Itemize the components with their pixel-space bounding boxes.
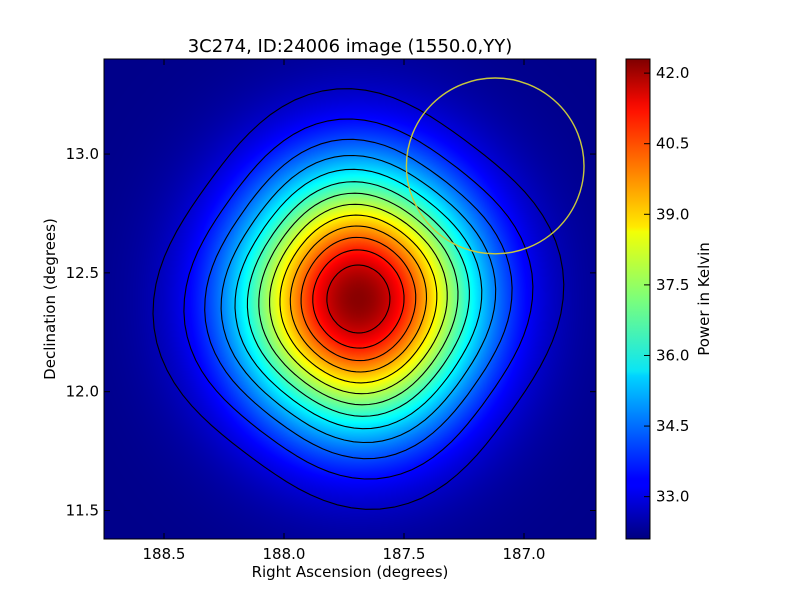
colorbar-gradient	[626, 59, 650, 539]
y-tick-label: 13.0	[66, 145, 99, 163]
colorbar-tick-label: 34.5	[656, 417, 689, 435]
y-axis-label: Declination (degrees)	[41, 218, 59, 380]
colorbar: 33.0 34.5 36.0 37.5 39.0 40.5 42.0 Power in Ke…	[625, 58, 713, 540]
x-tick-label: 187.0	[503, 545, 546, 563]
colorbar-ticks: 33.0 34.5 36.0 37.5 39.0 40.5 42.0	[644, 64, 689, 506]
x-tick-label: 188.0	[263, 545, 306, 563]
x-axis-label: Right Ascension (degrees)	[252, 563, 449, 581]
colorbar-tick-label: 36.0	[656, 346, 689, 364]
contour-line	[258, 192, 459, 406]
contour-line	[152, 88, 565, 510]
contour-line	[289, 225, 428, 373]
contour-line	[246, 181, 470, 417]
colorbar-tick-label: 33.0	[656, 488, 689, 506]
chart-title: 3C274, ID:24006 image (1550.0,YY)	[188, 36, 513, 57]
y-tick-label: 12.5	[66, 264, 99, 282]
contour-line	[204, 138, 513, 460]
beam-circle	[405, 77, 585, 255]
y-tick-label: 12.0	[66, 383, 99, 401]
contour-line	[300, 236, 417, 362]
contour-line	[220, 154, 497, 444]
heatmap-image	[104, 59, 596, 539]
contour-line	[183, 118, 534, 480]
contour-line	[326, 264, 391, 334]
beam-circle-layer	[405, 77, 585, 255]
contour-line	[279, 214, 438, 384]
heatmap-plot-area	[103, 58, 597, 540]
colorbar-tick-label: 40.5	[656, 135, 689, 153]
y-tick-label: 11.5	[66, 501, 99, 519]
colorbar-tick-label: 42.0	[656, 64, 689, 82]
x-axis: 188.5 188.0 187.5 187.0	[143, 59, 546, 563]
x-tick-label: 188.5	[143, 545, 186, 563]
contour-line	[269, 203, 448, 395]
y-axis: 11.5 12.0 12.5 13.0	[66, 145, 596, 519]
colorbar-tick-label: 37.5	[656, 276, 689, 294]
contour-lines	[152, 88, 565, 510]
colorbar-tick-label: 39.0	[656, 205, 689, 223]
contour-line	[312, 249, 405, 349]
x-tick-label: 187.5	[383, 545, 426, 563]
colorbar-label: Power in Kelvin	[695, 242, 713, 356]
colorbar-frame	[625, 58, 651, 540]
plot-frame	[103, 58, 597, 540]
contour-line	[234, 168, 483, 430]
